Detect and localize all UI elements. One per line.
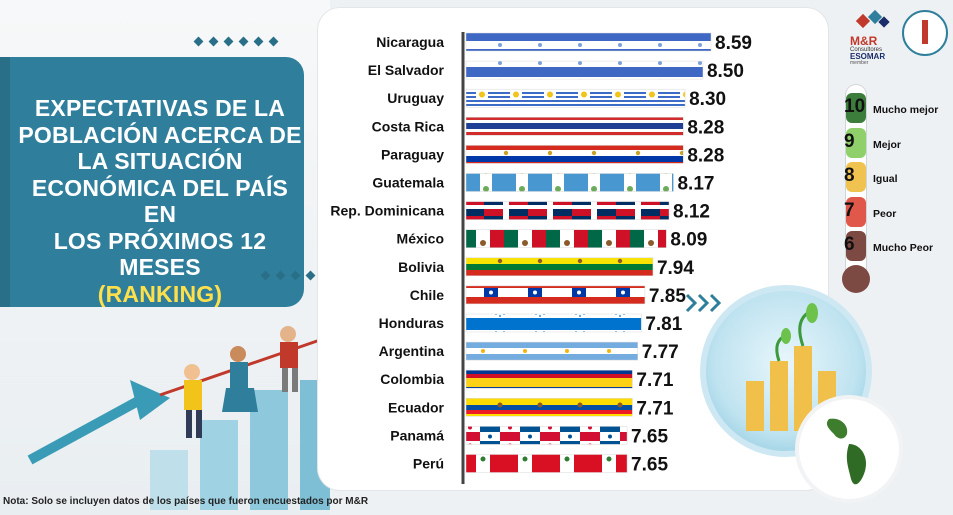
bar (465, 201, 670, 220)
logo-member-text: member (850, 60, 869, 66)
legend-swatch (846, 231, 866, 261)
title-line-5: LOS PRÓXIMOS 12 MESES (53, 227, 267, 281)
bar (465, 88, 686, 108)
bar (465, 117, 684, 136)
category-label: Costa Rica (372, 118, 445, 134)
bar (465, 341, 639, 361)
category-label: Paraguay (381, 146, 444, 162)
data-label: 7.81 (645, 314, 682, 335)
title-ranking: (RANKING) (97, 280, 223, 307)
category-label: Chile (410, 287, 444, 303)
legend-number: 10 (844, 96, 866, 117)
data-label: 7.94 (657, 258, 694, 279)
legend-number: 8 (844, 165, 855, 186)
logo-mr-text: M&R (850, 34, 878, 48)
title-line-2: POBLACIÓN ACERCA DE (18, 121, 302, 148)
bar (465, 454, 628, 473)
data-label: 7.77 (642, 342, 679, 363)
tug-illustration (27, 326, 330, 510)
company-logo: M&R Consultores ESOMAR member (850, 8, 948, 66)
data-label: 8.12 (673, 202, 710, 223)
data-label: 7.65 (631, 426, 668, 447)
score-legend: 10 Mucho mejor 9 Mejor 8 Igual 7 Peor 6 Mucho Peo… (840, 85, 950, 295)
category-label: Panamá (390, 427, 444, 443)
legend-swatch (846, 196, 866, 227)
page-title: EXPECTATIVAS DE LA POBLACIÓN ACERCA DE L… (18, 95, 302, 307)
category-label: Ecuador (388, 399, 445, 415)
data-label: 8.28 (687, 145, 724, 166)
data-label: 8.50 (707, 61, 744, 82)
category-label: Guatemala (372, 175, 444, 191)
earth-globe-icon (795, 395, 903, 503)
category-label: Rep. Dominicana (330, 203, 444, 219)
category-label: México (397, 231, 444, 247)
data-label: 8.17 (677, 174, 714, 195)
category-label: Perú (413, 456, 444, 472)
bar (465, 398, 633, 417)
data-label: 7.71 (636, 370, 673, 391)
data-label: 8.30 (689, 89, 726, 110)
legend-number: 7 (844, 199, 855, 221)
category-label: Argentina (379, 343, 445, 359)
data-label: 7.85 (649, 286, 686, 307)
bar (465, 369, 633, 389)
title-line-1: EXPECTATIVAS DE LA (34, 95, 286, 121)
thermometer-bulb (842, 265, 870, 293)
chevrons-icon (685, 293, 722, 313)
legend-label: Igual (873, 173, 898, 185)
bar (465, 229, 667, 248)
legend-label: Peor (873, 207, 897, 220)
bar (465, 145, 684, 164)
bar (465, 173, 674, 192)
legend-swatch (846, 93, 866, 123)
category-label: Uruguay (387, 90, 444, 106)
logo-mark-icon (856, 9, 890, 29)
bar (465, 285, 646, 305)
footnote: Nota: Solo se incluyen datos de los país… (3, 496, 369, 507)
legend-label: Mejor (873, 138, 902, 151)
legend-number: 9 (844, 130, 855, 152)
logo-consultores-text: Consultores (850, 47, 883, 53)
legend-swatch (846, 162, 866, 192)
category-label: El Salvador (368, 62, 445, 78)
bar (465, 257, 654, 277)
title-panel: EXPECTATIVAS DE LA POBLACIÓN ACERCA DE L… (0, 57, 304, 307)
category-label: Bolivia (398, 259, 444, 275)
bar (465, 60, 704, 80)
data-label: 7.71 (636, 398, 673, 419)
legend-number: 6 (844, 234, 855, 255)
category-label: Nicaragua (376, 34, 444, 50)
bar (465, 32, 712, 52)
data-label: 7.65 (631, 455, 668, 476)
lighthouse-seal-icon (902, 10, 948, 56)
category-label: Honduras (379, 315, 445, 331)
title-line-3: LA SITUACIÓN (77, 148, 243, 174)
bar (465, 426, 628, 445)
category-label: Colombia (380, 371, 444, 387)
bar (465, 313, 642, 333)
legend-label: Mucho mejor (873, 104, 939, 116)
data-label: 8.09 (670, 230, 707, 251)
title-line-4: ECONÓMICA DEL PAÍS EN (31, 174, 289, 228)
data-label: 8.28 (687, 117, 724, 138)
legend-swatch (846, 127, 866, 158)
logo-esomar-text: ESOMAR (850, 52, 886, 61)
legend-label: Mucho Peor (873, 242, 934, 254)
data-label: 8.59 (715, 33, 752, 54)
